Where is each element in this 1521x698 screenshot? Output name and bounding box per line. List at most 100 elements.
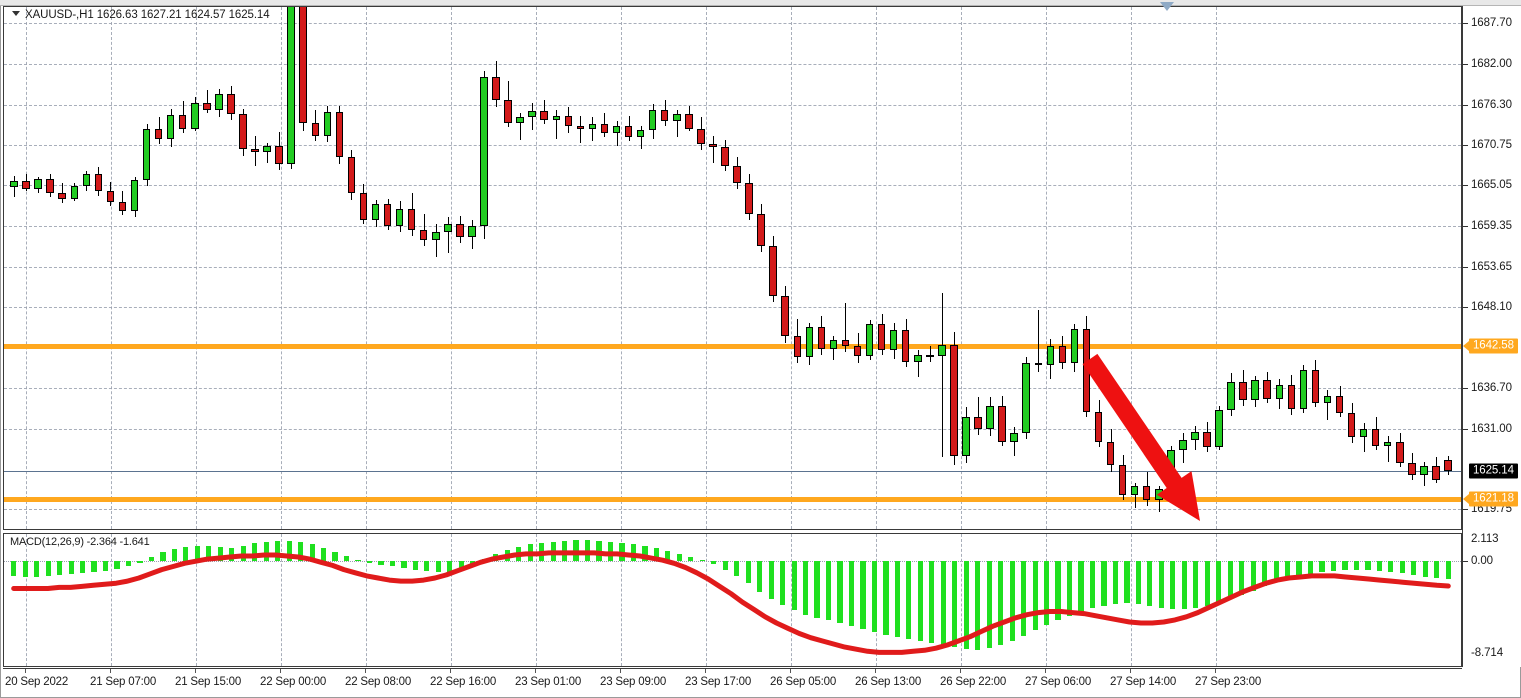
- candlestick[interactable]: [1275, 384, 1283, 399]
- time-axis[interactable]: 20 Sep 2022 21 Sep 07:00 21 Sep 15:00 22 Se…: [3, 668, 1462, 696]
- candlestick[interactable]: [612, 125, 621, 133]
- candlestick[interactable]: [660, 109, 669, 122]
- candlestick[interactable]: [853, 345, 862, 356]
- candlestick[interactable]: [709, 144, 717, 148]
- candlestick[interactable]: [311, 122, 319, 136]
- candlestick[interactable]: [166, 114, 175, 139]
- candlestick[interactable]: [1034, 363, 1042, 366]
- candlestick[interactable]: [239, 114, 247, 149]
- price-level-line[interactable]: [4, 344, 1461, 350]
- candlestick[interactable]: [600, 124, 609, 133]
- candlestick[interactable]: [564, 115, 573, 126]
- candlestick[interactable]: [94, 174, 103, 192]
- candlestick[interactable]: [733, 165, 741, 183]
- candlestick[interactable]: [407, 208, 416, 231]
- candlestick[interactable]: [1070, 328, 1079, 364]
- candlestick[interactable]: [203, 102, 211, 110]
- candlestick[interactable]: [745, 182, 753, 215]
- candlestick[interactable]: [492, 77, 500, 100]
- candlestick[interactable]: [1287, 384, 1296, 409]
- price-axis[interactable]: 1687.70 1682.00 1676.30 1670.75 1665.05 1659.…: [1462, 6, 1521, 667]
- candlestick[interactable]: [721, 147, 729, 166]
- candlestick[interactable]: [1191, 431, 1199, 441]
- candlestick[interactable]: [1215, 410, 1223, 448]
- candlestick[interactable]: [1371, 428, 1380, 447]
- candlestick[interactable]: [1335, 395, 1344, 414]
- candlestick[interactable]: [1155, 488, 1163, 501]
- candlestick[interactable]: [432, 231, 440, 241]
- candlestick[interactable]: [1420, 466, 1428, 475]
- candlestick[interactable]: [287, 7, 295, 165]
- candlestick[interactable]: [1408, 463, 1416, 475]
- candlestick[interactable]: [70, 185, 78, 199]
- candlestick[interactable]: [552, 115, 560, 120]
- candlestick[interactable]: [106, 191, 115, 203]
- candlestick[interactable]: [1142, 486, 1151, 501]
- candlestick[interactable]: [299, 7, 307, 123]
- candlestick[interactable]: [419, 230, 428, 241]
- candlestick[interactable]: [1106, 441, 1115, 465]
- triangle-down-icon[interactable]: [12, 11, 20, 17]
- candlestick[interactable]: [1094, 411, 1103, 442]
- candlestick[interactable]: [335, 112, 344, 158]
- candlestick[interactable]: [1323, 395, 1332, 404]
- candlestick[interactable]: [540, 111, 548, 120]
- candlestick[interactable]: [130, 180, 139, 212]
- candlestick[interactable]: [781, 295, 789, 336]
- candlestick[interactable]: [154, 129, 163, 139]
- candlestick[interactable]: [1203, 431, 1211, 448]
- candlestick[interactable]: [974, 417, 982, 429]
- candlestick[interactable]: [1010, 433, 1018, 442]
- candlestick[interactable]: [685, 114, 693, 129]
- price-chart-panel[interactable]: XAUUSD-,H1 1626.63 1627.21 1624.57 1625.…: [3, 6, 1462, 530]
- candlestick[interactable]: [1046, 345, 1055, 365]
- price-level-badge[interactable]: 1642.58: [1469, 338, 1518, 354]
- candlestick[interactable]: [1396, 441, 1404, 464]
- candlestick[interactable]: [1311, 370, 1320, 404]
- candlestick[interactable]: [914, 354, 922, 362]
- candlestick[interactable]: [805, 327, 814, 358]
- candlestick[interactable]: [263, 145, 271, 153]
- candlestick[interactable]: [841, 340, 850, 346]
- candlestick[interactable]: [1347, 413, 1356, 438]
- candlestick[interactable]: [986, 406, 994, 429]
- candlestick[interactable]: [347, 157, 356, 193]
- candlestick[interactable]: [962, 417, 970, 457]
- candlestick[interactable]: [1444, 460, 1452, 471]
- candlestick[interactable]: [395, 208, 404, 226]
- candlestick[interactable]: [1299, 370, 1308, 409]
- candlestick[interactable]: [1022, 363, 1030, 434]
- candlestick[interactable]: [275, 145, 283, 165]
- current-price-badge[interactable]: 1625.14: [1469, 463, 1518, 479]
- candlestick[interactable]: [118, 202, 127, 212]
- candlestick[interactable]: [624, 125, 633, 138]
- candlestick[interactable]: [1239, 381, 1247, 401]
- candlestick[interactable]: [1167, 450, 1175, 489]
- candlestick[interactable]: [1263, 380, 1271, 399]
- candlestick[interactable]: [215, 93, 223, 110]
- candlestick[interactable]: [1082, 328, 1091, 412]
- candlestick[interactable]: [865, 324, 874, 356]
- candlestick[interactable]: [757, 214, 765, 246]
- candlestick[interactable]: [1118, 464, 1127, 495]
- candlestick[interactable]: [950, 344, 958, 457]
- candlestick[interactable]: [34, 179, 42, 189]
- candlestick[interactable]: [877, 324, 886, 351]
- candlestick[interactable]: [82, 174, 91, 186]
- candlestick[interactable]: [323, 112, 332, 136]
- candlestick[interactable]: [227, 93, 235, 115]
- candlestick[interactable]: [528, 111, 536, 118]
- candlestick[interactable]: [58, 192, 66, 199]
- candlestick[interactable]: [901, 330, 910, 362]
- candlestick[interactable]: [1359, 428, 1368, 438]
- candlestick[interactable]: [817, 327, 826, 349]
- candlestick[interactable]: [251, 148, 259, 153]
- candlestick[interactable]: [371, 204, 380, 221]
- candlestick[interactable]: [576, 125, 585, 129]
- candlestick[interactable]: [456, 224, 464, 238]
- candlestick[interactable]: [142, 129, 151, 181]
- candlestick[interactable]: [504, 99, 512, 123]
- candlestick[interactable]: [1227, 381, 1235, 411]
- candlestick[interactable]: [22, 181, 30, 189]
- candlestick[interactable]: [636, 129, 645, 138]
